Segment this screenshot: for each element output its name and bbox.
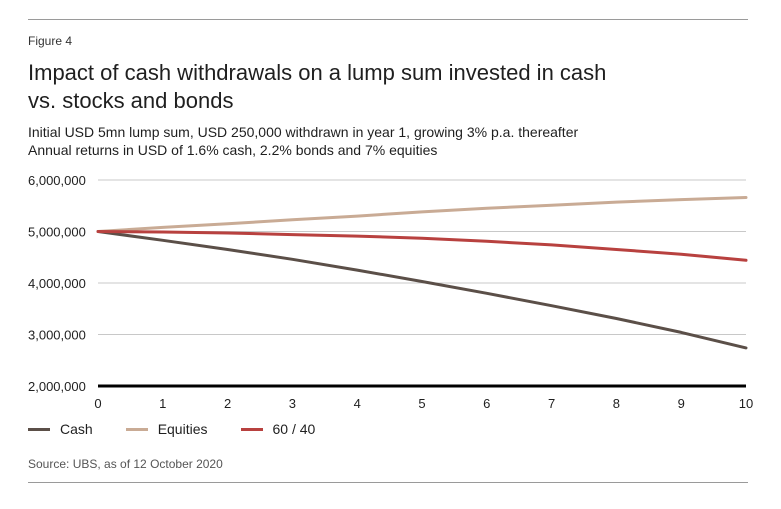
series-line-60-40 — [96, 230, 748, 262]
chart-subtitle-line-1: Initial USD 5mn lump sum, USD 250,000 wi… — [28, 124, 579, 140]
legend-label-60-40: 60 / 40 — [272, 421, 316, 437]
x-tick-label: 5 — [418, 396, 425, 411]
line-chart: 2,000,000 3,000,000 4,000,000 5,000,000 6,00… — [28, 173, 753, 411]
x-tick-label: 0 — [94, 396, 101, 411]
legend-item-cash: Cash — [28, 421, 93, 437]
legend-item-equities: Equities — [125, 421, 208, 437]
x-tick-label: 3 — [289, 396, 296, 411]
x-tick-label: 1 — [159, 396, 166, 411]
y-tick-label: 4,000,000 — [28, 276, 86, 291]
top-rule — [28, 19, 748, 20]
chart-subtitle-line-2: Annual returns in USD of 1.6% cash, 2.2%… — [28, 142, 438, 158]
series-line-equities — [96, 196, 748, 233]
bottom-rule — [28, 482, 748, 483]
x-tick-label: 8 — [613, 396, 620, 411]
y-tick-label: 2,000,000 — [28, 379, 86, 394]
chart-title-line-1: Impact of cash withdrawals on a lump sum… — [28, 60, 607, 85]
x-tick-label: 2 — [224, 396, 231, 411]
y-tick-label: 5,000,000 — [28, 225, 86, 240]
chart-title: Impact of cash withdrawals on a lump sum… — [28, 59, 728, 115]
chart-subtitle: Initial USD 5mn lump sum, USD 250,000 wi… — [28, 123, 578, 159]
chart-legend: Cash Equities 60 / 40 — [28, 421, 348, 437]
legend-swatch-equities — [125, 427, 148, 431]
legend-item-60-40: 60 / 40 — [240, 421, 316, 437]
x-tick-label: 10 — [739, 396, 753, 411]
source-note: Source: UBS, as of 12 October 2020 — [28, 457, 223, 471]
chart-title-line-2: vs. stocks and bonds — [28, 88, 234, 113]
legend-label-cash: Cash — [60, 421, 93, 437]
series-line-cash — [96, 230, 748, 350]
legend-swatch-60-40 — [240, 427, 263, 431]
x-tick-label: 9 — [678, 396, 685, 411]
x-tick-label: 4 — [354, 396, 361, 411]
figure-label: Figure 4 — [28, 34, 73, 48]
y-tick-label: 3,000,000 — [28, 328, 86, 343]
y-tick-label: 6,000,000 — [28, 173, 86, 188]
x-tick-label: 7 — [548, 396, 555, 411]
legend-swatch-cash — [28, 427, 50, 431]
x-tick-label: 6 — [483, 396, 490, 411]
legend-label-equities: Equities — [157, 421, 208, 437]
